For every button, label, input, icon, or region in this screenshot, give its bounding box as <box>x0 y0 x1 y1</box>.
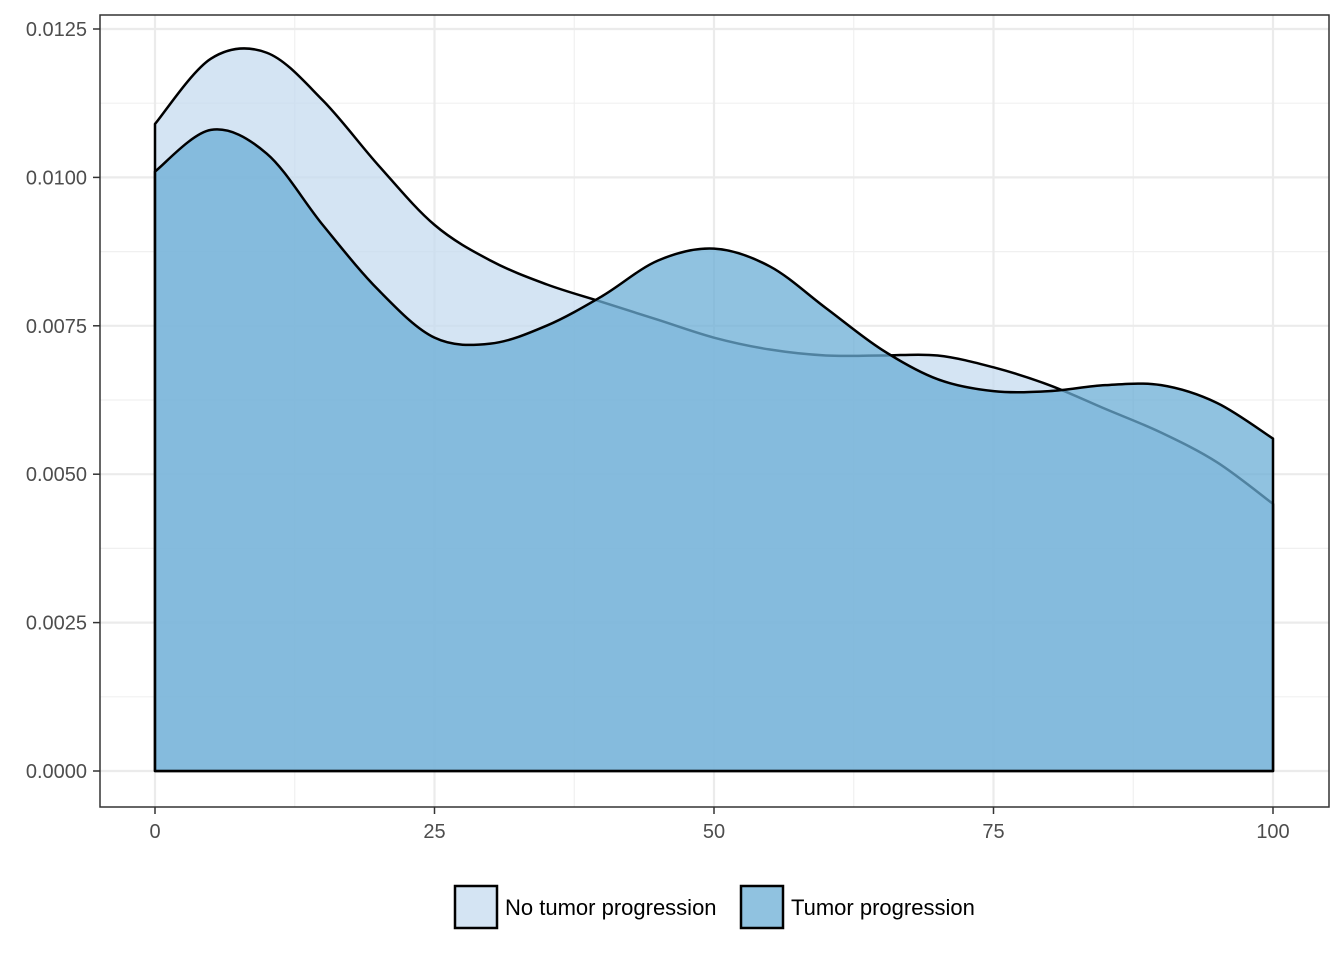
x-tick-label: 25 <box>423 821 445 843</box>
legend-label: No tumor progression <box>505 895 717 920</box>
legend-key-tumor-progression <box>739 884 785 930</box>
x-tick-label: 0 <box>149 821 160 843</box>
y-tick-label: 0.0000 <box>26 761 87 783</box>
y-tick-label: 0.0125 <box>26 19 87 41</box>
x-tick-label: 50 <box>703 821 725 843</box>
density-area-tumor-progression <box>153 128 1275 773</box>
x-axis: 0 25 50 75 100 <box>149 807 1290 843</box>
x-tick-label: 75 <box>982 821 1004 843</box>
y-tick-label: 0.0025 <box>26 613 87 635</box>
legend-key-no-tumor-progression <box>453 884 499 930</box>
y-tick-label: 0.0100 <box>26 167 87 189</box>
y-tick-label: 0.0075 <box>26 316 87 338</box>
y-axis: 0.0000 0.0025 0.0050 0.0075 0.0100 0.0125 <box>26 19 100 783</box>
y-tick-label: 0.0050 <box>26 464 87 486</box>
density-areas <box>153 47 1275 773</box>
x-tick-label: 100 <box>1256 821 1289 843</box>
legend: No tumor progression Tumor progression <box>453 884 975 930</box>
legend-label: Tumor progression <box>791 895 975 920</box>
